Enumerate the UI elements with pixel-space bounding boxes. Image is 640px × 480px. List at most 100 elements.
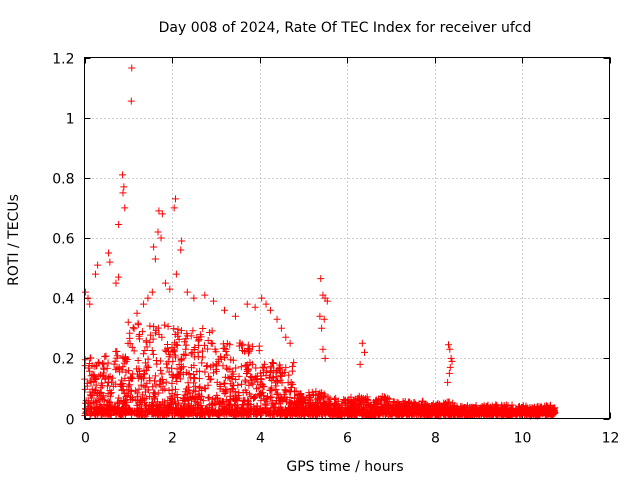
data-point	[165, 347, 173, 355]
data-point	[448, 357, 456, 365]
data-point	[106, 386, 114, 394]
data-point	[246, 390, 254, 398]
data-point	[157, 366, 165, 374]
data-point	[319, 407, 327, 415]
data-point	[201, 291, 209, 299]
data-point	[232, 393, 240, 401]
data-point	[179, 404, 187, 412]
data-point	[106, 372, 114, 380]
data-point	[241, 376, 249, 384]
data-point	[251, 376, 259, 384]
data-point	[445, 341, 452, 349]
data-point	[125, 408, 133, 416]
data-point	[174, 325, 182, 333]
data-point	[82, 405, 90, 413]
data-point	[235, 372, 243, 380]
data-point	[138, 328, 146, 336]
data-point	[290, 359, 298, 367]
data-point	[177, 327, 185, 335]
data-point	[232, 364, 240, 372]
data-point	[242, 361, 250, 369]
data-point	[148, 408, 156, 416]
data-point	[227, 380, 235, 388]
data-point	[224, 374, 232, 382]
data-point	[284, 405, 292, 413]
data-point	[194, 348, 202, 356]
data-point	[162, 378, 170, 386]
data-point	[226, 365, 234, 373]
data-point	[255, 384, 263, 392]
data-point	[168, 379, 176, 387]
data-point	[152, 381, 160, 389]
data-point	[390, 402, 398, 410]
y-tick-label: 0.4	[52, 292, 74, 308]
data-point	[227, 356, 235, 364]
data-point	[158, 370, 166, 378]
data-point	[173, 341, 181, 349]
data-point	[103, 409, 111, 417]
data-point	[140, 300, 148, 308]
data-point	[261, 360, 269, 368]
data-point	[299, 409, 307, 417]
data-point	[276, 363, 284, 371]
data-point	[341, 399, 349, 407]
data-point	[104, 379, 112, 387]
data-point	[204, 394, 212, 402]
data-point	[197, 409, 205, 417]
data-point	[245, 381, 253, 389]
data-point	[528, 410, 536, 418]
data-point	[161, 398, 169, 406]
data-point	[153, 398, 161, 406]
data-point	[201, 384, 209, 392]
data-point	[138, 408, 146, 416]
data-point	[273, 315, 281, 323]
data-point	[221, 385, 229, 393]
data-point	[282, 333, 290, 341]
data-point	[81, 356, 89, 364]
data-point	[82, 408, 90, 416]
data-point	[118, 366, 126, 374]
data-point	[209, 395, 217, 403]
data-point	[90, 371, 98, 379]
data-point	[262, 394, 270, 402]
data-point	[105, 249, 113, 257]
data-point	[235, 389, 243, 397]
data-point	[221, 380, 229, 388]
data-point	[215, 355, 223, 363]
data-point	[274, 389, 282, 397]
data-point	[158, 210, 166, 218]
data-point	[170, 347, 178, 355]
data-point	[366, 411, 374, 419]
data-point	[290, 404, 298, 412]
data-point	[125, 367, 133, 375]
data-point	[172, 195, 179, 203]
data-point	[292, 387, 300, 395]
data-point	[115, 399, 123, 407]
data-point	[300, 395, 308, 403]
data-point	[154, 228, 162, 236]
data-point	[199, 397, 207, 405]
data-point	[309, 400, 317, 408]
data-point	[167, 399, 175, 407]
data-point	[446, 363, 454, 371]
x-axis-label: GPS time / hours	[286, 459, 403, 475]
data-point	[223, 351, 231, 359]
data-point	[323, 297, 331, 305]
data-point	[376, 410, 384, 418]
data-point	[147, 331, 155, 339]
data-point	[228, 375, 236, 383]
data-point	[143, 362, 151, 370]
data-point	[86, 367, 94, 375]
data-point	[98, 382, 106, 390]
data-point	[189, 327, 197, 335]
data-point	[173, 394, 181, 402]
data-point	[286, 339, 294, 347]
data-point	[252, 406, 260, 414]
data-point	[222, 364, 230, 372]
data-point	[133, 365, 141, 373]
data-point	[237, 380, 245, 388]
data-point	[267, 394, 275, 402]
data-point	[229, 392, 237, 400]
data-point	[260, 364, 268, 372]
data-point	[247, 410, 255, 418]
